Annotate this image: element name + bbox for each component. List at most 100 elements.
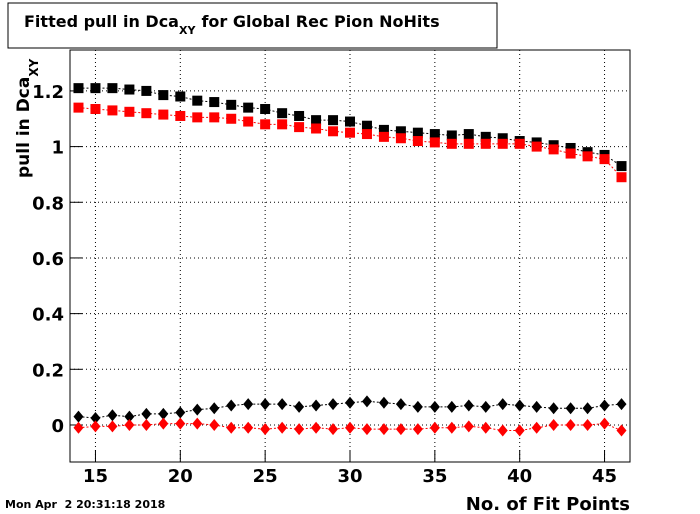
marker — [565, 148, 576, 159]
x-tick-label: 45 — [592, 466, 617, 487]
marker — [243, 116, 254, 127]
marker — [599, 399, 610, 412]
title-box — [7, 2, 498, 49]
marker — [361, 129, 372, 140]
marker — [345, 396, 355, 409]
marker — [192, 417, 203, 430]
marker — [429, 137, 440, 148]
marker — [277, 421, 288, 434]
marker — [412, 136, 423, 147]
marker — [277, 398, 288, 411]
x-tick-label: 20 — [168, 466, 193, 487]
marker — [480, 421, 491, 434]
marker — [328, 423, 339, 436]
y-tick-label: 0.2 — [32, 360, 64, 381]
marker — [158, 407, 169, 420]
marker — [463, 129, 474, 140]
marker — [514, 399, 525, 412]
marker — [192, 112, 203, 123]
title-tail: for Global Rec Pion NoHits — [201, 12, 439, 31]
marker — [328, 126, 339, 137]
marker — [531, 421, 542, 434]
title-main: Fitted pull in Dca — [24, 12, 179, 31]
marker — [412, 423, 423, 436]
y-axis-label: pull in DcaXY — [14, 58, 41, 178]
marker — [90, 412, 101, 425]
title-sub: XY — [179, 24, 196, 37]
marker — [141, 108, 152, 119]
marker — [124, 84, 135, 95]
marker — [531, 400, 542, 413]
marker — [395, 126, 406, 137]
marker — [378, 131, 389, 142]
y-tick-label: 0.8 — [32, 193, 64, 214]
marker — [565, 418, 576, 431]
marker — [616, 398, 627, 411]
marker — [124, 418, 135, 431]
x-tick-label: 15 — [83, 466, 108, 487]
marker — [565, 142, 576, 153]
marker — [548, 418, 559, 431]
marker — [463, 399, 474, 412]
marker — [446, 138, 457, 149]
marker — [294, 400, 305, 413]
y-tick-label: 0.4 — [32, 305, 64, 326]
marker — [209, 112, 220, 123]
marker — [480, 131, 491, 142]
marker — [616, 161, 627, 172]
marker — [328, 398, 339, 411]
marker — [497, 424, 508, 437]
marker — [175, 91, 186, 102]
marker — [209, 97, 220, 108]
marker — [497, 133, 508, 144]
marker — [311, 123, 322, 134]
marker — [124, 106, 135, 117]
marker — [158, 90, 169, 101]
marker — [548, 402, 559, 415]
marker — [480, 138, 491, 149]
series-line — [78, 87, 622, 167]
marker — [73, 83, 84, 94]
marker — [616, 172, 627, 183]
marker — [175, 406, 186, 419]
marker — [192, 403, 203, 416]
timestamp: Mon Apr 2 20:31:18 2018 — [5, 498, 165, 511]
marker — [158, 109, 169, 120]
marker — [260, 423, 271, 436]
marker — [446, 130, 457, 141]
x-tick-label: 25 — [253, 466, 278, 487]
marker — [378, 396, 389, 409]
marker — [209, 402, 220, 415]
marker — [395, 398, 406, 411]
marker — [73, 102, 84, 113]
marker — [446, 400, 457, 413]
marker — [243, 102, 254, 113]
marker — [226, 113, 237, 124]
marker — [463, 420, 474, 433]
marker — [260, 104, 271, 115]
marker — [582, 151, 593, 162]
marker — [531, 141, 542, 152]
marker — [548, 144, 559, 155]
marker — [328, 115, 339, 126]
marker — [514, 424, 525, 437]
marker — [226, 421, 237, 434]
marker — [429, 129, 440, 140]
marker — [378, 124, 389, 135]
y-label-sub: XY — [27, 58, 41, 76]
marker — [378, 423, 389, 436]
marker — [565, 402, 576, 415]
x-tick-label: 30 — [337, 466, 362, 487]
marker — [497, 138, 508, 149]
marker — [260, 398, 271, 411]
marker — [175, 417, 186, 430]
marker — [90, 420, 101, 433]
y-tick-label: 1 — [51, 138, 64, 159]
marker — [141, 418, 152, 431]
marker — [412, 400, 423, 413]
marker — [514, 138, 525, 149]
marker — [277, 119, 288, 130]
marker — [395, 133, 406, 144]
